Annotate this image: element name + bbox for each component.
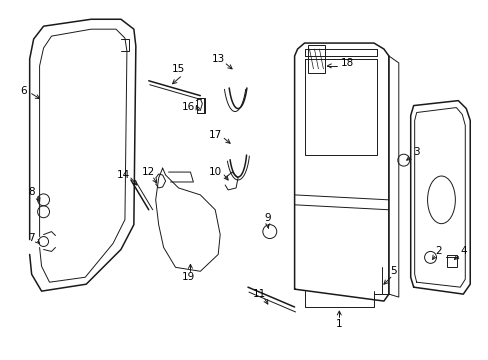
Text: 10: 10 [208,167,222,177]
Text: 4: 4 [459,247,466,256]
Text: 1: 1 [335,319,342,329]
Text: 18: 18 [340,58,353,68]
Text: 6: 6 [20,86,27,96]
Text: 12: 12 [142,167,155,177]
Text: 19: 19 [182,272,195,282]
Text: 14: 14 [116,170,129,180]
Text: 5: 5 [390,266,396,276]
Bar [447,255,456,267]
Text: 8: 8 [28,187,35,197]
Text: 16: 16 [182,102,195,112]
Text: 15: 15 [172,64,185,74]
Text: 2: 2 [434,247,441,256]
Text: 11: 11 [253,289,266,299]
Text: 9: 9 [264,213,270,223]
Text: 13: 13 [211,54,224,64]
Text: 3: 3 [412,147,419,157]
Bar [307,45,325,73]
Text: 7: 7 [28,233,35,243]
Text: 17: 17 [208,130,222,140]
